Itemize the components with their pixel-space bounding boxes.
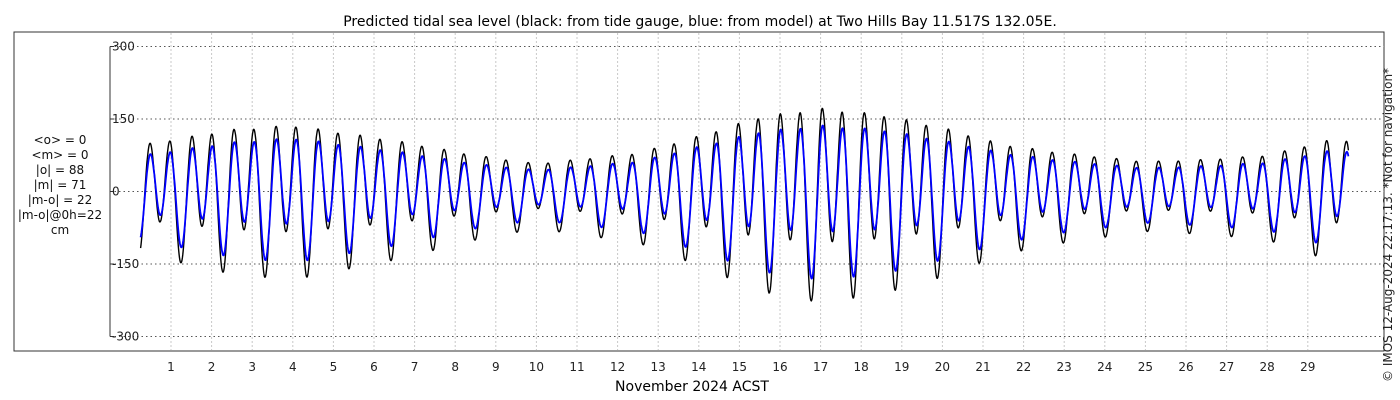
x-tick-label: 29: [1300, 360, 1315, 374]
x-tick-label: 13: [651, 360, 666, 374]
x-tick-label: 16: [772, 360, 787, 374]
x-tick-label: 4: [289, 360, 297, 374]
x-tick-label: 2: [208, 360, 216, 374]
y-tick-label: 150: [112, 112, 135, 126]
y-tick-label: 0: [112, 185, 120, 199]
stat-mean-model: <m> = 0: [31, 148, 89, 162]
x-tick-label: 11: [569, 360, 584, 374]
x-tick-label: 9: [492, 360, 500, 374]
stat-abs-model: |m| = 71: [33, 178, 87, 192]
x-tick-label: 21: [975, 360, 990, 374]
y-axis: -300 -150 0 150 300: [109, 40, 139, 344]
stat-abs-observed: |o| = 88: [35, 163, 85, 177]
x-tick-label: 6: [370, 360, 378, 374]
grid-lines: [110, 33, 1384, 350]
copyright-note: © IMOS 12-Aug-2024 22:17:13. *Not for na…: [1381, 68, 1395, 382]
y-tick-label: 300: [112, 40, 135, 54]
x-tick-label: 19: [894, 360, 909, 374]
y-tick-label: -150: [112, 257, 139, 271]
stat-mean-observed: <o> = 0: [33, 133, 87, 147]
x-axis: 1 2 3 4 5 6 7 8 9 10 11 12 13 14 15 16 17 18 19 20 21 22 23 24 2…: [167, 360, 1315, 374]
series-group: [139, 107, 1350, 302]
stats-panel: <o> = 0 <m> = 0 |o| = 88 |m| = 71 |m-o| …: [8, 133, 112, 238]
x-tick-label: 23: [1057, 360, 1072, 374]
x-tick-label: 1: [167, 360, 175, 374]
y-tick-label: -300: [112, 330, 139, 344]
series-line-from-model: [139, 124, 1350, 280]
x-tick-label: 12: [610, 360, 625, 374]
x-tick-label: 18: [854, 360, 869, 374]
x-tick-label: 26: [1178, 360, 1193, 374]
x-tick-label: 22: [1016, 360, 1031, 374]
chart-title: Predicted tidal sea level (black: from t…: [343, 14, 1057, 30]
x-tick-label: 28: [1260, 360, 1275, 374]
stat-unit: cm: [50, 223, 70, 237]
stat-abs-diff: |m-o| = 22: [27, 193, 93, 207]
x-tick-label: 17: [813, 360, 828, 374]
x-tick-label: 5: [330, 360, 338, 374]
x-tick-label: 10: [529, 360, 544, 374]
x-tick-label: 15: [732, 360, 747, 374]
x-tick-label: 3: [248, 360, 256, 374]
x-tick-label: 14: [691, 360, 706, 374]
x-tick-label: 27: [1219, 360, 1234, 374]
x-axis-label: November 2024 ACST: [615, 379, 769, 395]
x-tick-label: 8: [451, 360, 459, 374]
stat-abs-diff-0h: |m-o|@0h=22: [17, 208, 103, 222]
x-tick-label: 25: [1138, 360, 1153, 374]
x-tick-label: 20: [935, 360, 950, 374]
x-tick-label: 7: [411, 360, 419, 374]
x-tick-label: 24: [1097, 360, 1112, 374]
